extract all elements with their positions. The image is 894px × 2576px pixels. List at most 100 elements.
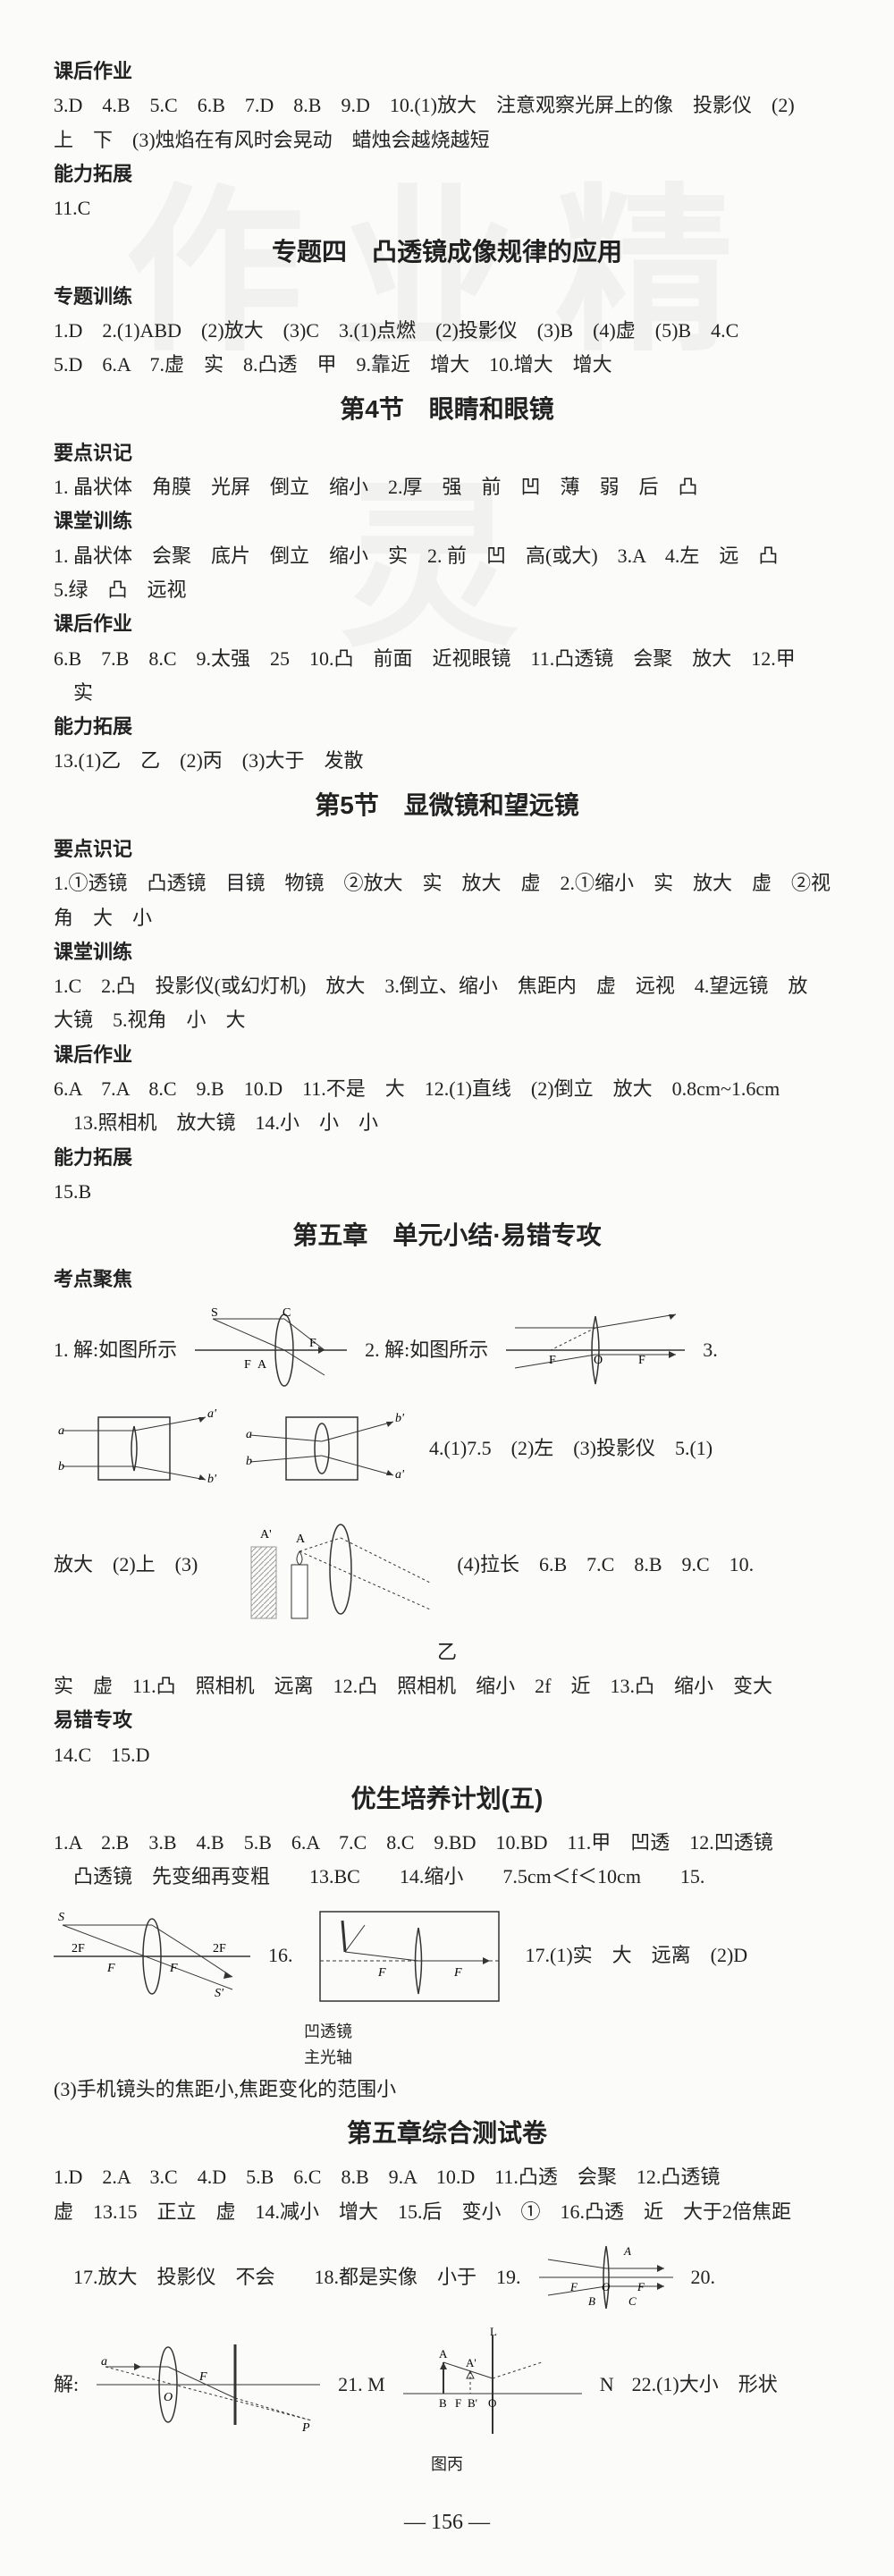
answer-line: 5.D 6.A 7.虚 实 8.凸透 甲 9.靠近 增大 10.增大 增大	[54, 349, 840, 381]
diagram-caption: 17.放大 投影仪 不会 18.都是实像 小于 19.	[54, 2261, 521, 2293]
section-label: 要点识记	[54, 833, 840, 866]
svg-text:a': a'	[207, 1407, 217, 1421]
diagram-row: 解: a F O P 21. M A A'	[54, 2327, 840, 2443]
mirror-lens-diagram-icon: A A' B F B' O L	[403, 2327, 582, 2443]
answer-line: 6.B 7.B 8.C 9.太强 25 10.凸 前面 近视眼镜 11.凸透镜 …	[54, 643, 840, 675]
svg-text:L: L	[490, 2327, 497, 2338]
svg-text:a: a	[58, 1424, 64, 1438]
svg-text:b': b'	[207, 1473, 217, 1486]
svg-text:A: A	[623, 2244, 631, 2258]
svg-text:a: a	[246, 1428, 252, 1441]
svg-text:S': S'	[215, 1987, 224, 2000]
svg-text:b: b	[58, 1460, 64, 1474]
svg-text:F: F	[377, 1966, 386, 1980]
answer-line: 1.D 2.A 3.C 4.D 5.B 6.C 8.B 9.A 10.D 11.…	[54, 2161, 840, 2193]
svg-text:O: O	[602, 2280, 611, 2293]
svg-text:b: b	[246, 1455, 252, 1468]
svg-text:O: O	[488, 2396, 496, 2410]
section-label: 专题训练	[54, 281, 840, 313]
answer-line: (3)手机镜头的焦距小,焦距变化的范围小	[54, 2073, 840, 2106]
svg-text:a: a	[101, 2355, 107, 2369]
title: 第五章综合测试卷	[54, 2113, 840, 2154]
svg-text:P: P	[301, 2421, 310, 2435]
title: 第5节 显微镜和望远镜	[54, 785, 840, 826]
svg-text:F: F	[106, 1962, 115, 1975]
answer-line: 6.A 7.A 8.C 9.B 10.D 11.不是 大 12.(1)直线 (2…	[54, 1073, 840, 1105]
svg-text:F: F	[244, 1358, 251, 1372]
answer-line: 1.A 2.B 3.B 4.B 5.B 6.A 7.C 8.C 9.BD 10.…	[54, 1827, 840, 1859]
svg-text:F: F	[455, 2396, 461, 2410]
svg-text:O: O	[594, 1354, 603, 1367]
concave-lens-box2-icon: F F	[311, 1903, 508, 2010]
diagram-caption: 解:	[54, 2369, 79, 2401]
answer-line: 实 虚 11.凸 照相机 远离 12.凸 照相机 缩小 2f 近 13.凸 缩小…	[54, 1670, 840, 1702]
svg-text:2F: 2F	[72, 1942, 85, 1955]
page-number: — 156 —	[54, 2505, 840, 2541]
svg-text:C: C	[628, 2294, 637, 2308]
svg-text:C: C	[283, 1306, 291, 1320]
answer-line: 角 大 小	[54, 902, 840, 934]
svg-text:A: A	[296, 1533, 306, 1546]
svg-text:A': A'	[260, 1528, 272, 1541]
diagram-label: 乙	[54, 1636, 840, 1668]
diagram-row: a b a' b' a b b' a' 4.(1)7.5 (2)左 (3)投影仪…	[54, 1404, 840, 1493]
svg-text:S: S	[211, 1306, 218, 1320]
answer-line: 1.C 2.凸 投影仪(或幻灯机) 放大 3.倒立、缩小 焦距内 虚 远视 4.…	[54, 970, 840, 1002]
answer-line: 3.D 4.B 5.C 6.B 7.D 8.B 9.D 10.(1)放大 注意观…	[54, 89, 840, 122]
answer-line: 大镜 5.视角 小 大	[54, 1004, 840, 1036]
svg-text:F: F	[198, 2370, 207, 2384]
section-label: 课后作业	[54, 608, 840, 640]
answer-line: 实	[54, 677, 840, 709]
svg-text:F: F	[309, 1337, 316, 1350]
answer-line: 凸透镜 先变细再变粗 13.BC 14.缩小 7.5cm＜f＜10cm 15.	[54, 1861, 840, 1893]
answer-line: 15.B	[54, 1176, 840, 1208]
answer-line: 虚 13.15 正立 虚 14.减小 增大 15.后 变小 ① 16.凸透 近 …	[54, 2196, 840, 2228]
section-label: 课堂训练	[54, 505, 840, 537]
diagram-row: S 2F F F 2F S' 16. F F 17.(1)实 大 远离 (2)D	[54, 1903, 840, 2010]
section-label: 能力拓展	[54, 158, 840, 190]
svg-text:B: B	[439, 2396, 447, 2410]
diagram-caption: 4.(1)7.5 (2)左 (3)投影仪 5.(1)	[429, 1432, 713, 1465]
answer-line: 1.D 2.(1)ABD (2)放大 (3)C 3.(1)点燃 (2)投影仪 (…	[54, 315, 840, 347]
lens-diagram-icon: S C F F A	[195, 1305, 347, 1395]
answer-line: 1. 晶状体 角膜 光屏 倒立 缩小 2.厚 强 前 凹 薄 弱 后 凸	[54, 471, 840, 503]
diagram-row: 放大 (2)上 (3) A A' (4)拉长 6.B 7.C 8.B 9.C 1…	[54, 1502, 840, 1627]
svg-text:2F: 2F	[213, 1942, 226, 1955]
section-label: 能力拓展	[54, 711, 840, 743]
svg-text:F: F	[637, 2280, 645, 2293]
candle-lens-diagram-icon: A A'	[215, 1502, 439, 1627]
answer-line: 上 下 (3)烛焰在有风时会晃动 蜡烛会越烧越短	[54, 124, 840, 156]
diagram-caption: (4)拉长 6.B 7.C 8.B 9.C 10.	[457, 1549, 754, 1581]
svg-text:A: A	[439, 2347, 448, 2361]
title: 第五章 单元小结·易错专攻	[54, 1215, 840, 1256]
svg-text:A': A'	[466, 2356, 477, 2369]
diagram-label: 凹透镜 主光轴	[54, 2019, 840, 2072]
section-label: 要点识记	[54, 437, 840, 469]
diagram-caption: 21. M	[338, 2369, 385, 2401]
page: 作业精灵 课后作业 3.D 4.B 5.C 6.B 7.D 8.B 9.D 10…	[0, 0, 894, 2576]
section-label: 能力拓展	[54, 1142, 840, 1174]
answer-line: 5.绿 凸 远视	[54, 574, 840, 606]
diagram-caption: 16.	[268, 1939, 293, 1972]
convex-lens-image-icon: a F O P	[97, 2331, 320, 2438]
svg-text:A: A	[257, 1358, 267, 1372]
answer-line: 13.照相机 放大镜 14.小 小 小	[54, 1107, 840, 1139]
svg-text:b': b'	[395, 1412, 405, 1425]
diagram-caption: 1. 解:如图所示	[54, 1334, 177, 1366]
diagram-caption: 3.	[703, 1334, 718, 1366]
svg-text:F: F	[638, 1354, 645, 1367]
diagram-caption: 20.	[691, 2261, 716, 2293]
svg-text:B: B	[588, 2294, 595, 2308]
concave-lens-rays-icon: F O F B C A	[539, 2237, 673, 2318]
svg-text:F: F	[569, 2280, 578, 2293]
diagram-row: 17.放大 投影仪 不会 18.都是实像 小于 19. F O F B C A …	[54, 2237, 840, 2318]
diagram-caption: 22.(1)大小 形状	[632, 2369, 778, 2401]
diagram-caption: 放大 (2)上 (3)	[54, 1549, 198, 1581]
convex-lens-ray-icon: S 2F F F 2F S'	[54, 1907, 250, 2006]
diagram-row: 1. 解:如图所示 S C F F A 2. 解:如图所示 F	[54, 1305, 840, 1395]
concave-lens-diagram-icon: F O F	[506, 1305, 685, 1395]
answer-line: 1. 晶状体 会聚 底片 倒立 缩小 实 2. 前 凹 高(或大) 3.A 4.…	[54, 540, 840, 572]
diagram-caption: 17.(1)实 大 远离 (2)D	[526, 1939, 748, 1972]
answer-line: 1.①透镜 凸透镜 目镜 物镜 ②放大 实 放大 虚 2.①缩小 实 放大 虚 …	[54, 867, 840, 899]
svg-text:F: F	[453, 1966, 462, 1980]
